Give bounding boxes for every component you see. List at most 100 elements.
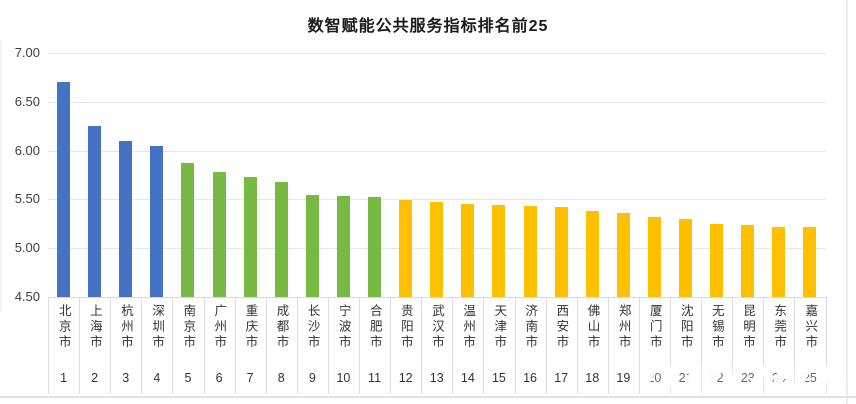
category-divider — [545, 297, 547, 394]
category-label: 武汉市 — [421, 304, 452, 360]
bar-贵阳市 — [399, 200, 413, 297]
category-divider — [265, 297, 267, 394]
category-label: 郑州市 — [608, 304, 639, 360]
rank-label: 23 — [740, 371, 755, 385]
y-axis-tick-label: 5.50 — [14, 191, 40, 207]
rank-label: 1 — [60, 371, 68, 385]
category-divider — [825, 297, 827, 394]
category-divider — [421, 297, 423, 394]
category-divider — [701, 297, 703, 394]
rank-label: 16 — [523, 371, 537, 385]
bar-上海市 — [88, 126, 102, 297]
bar-沈阳市 — [679, 218, 693, 297]
rank-label: 22 — [709, 371, 724, 385]
category-divider — [234, 297, 236, 394]
chart-title: 数智赋能公共服务指标排名前25 — [307, 18, 549, 35]
bar-温州市 — [461, 204, 475, 297]
rank-label: 21 — [678, 371, 693, 385]
category-label: 东莞市 — [763, 304, 794, 360]
gridline — [48, 150, 826, 152]
category-divider — [48, 297, 49, 394]
rank-label: 7 — [246, 371, 254, 385]
rank-label: 4 — [153, 371, 161, 385]
category-divider — [359, 297, 360, 394]
rank-label: 13 — [429, 371, 444, 385]
bar-无锡市 — [710, 223, 724, 297]
category-label: 深圳市 — [141, 304, 172, 360]
category-divider — [203, 297, 205, 394]
bar-北京市 — [57, 82, 71, 297]
category-divider — [514, 297, 516, 394]
rank-label: 2 — [91, 371, 99, 385]
gridline — [48, 101, 826, 103]
category-label: 成都市 — [266, 304, 297, 360]
category-divider — [607, 297, 609, 394]
category-label: 广州市 — [204, 304, 235, 360]
category-label: 北京市 — [48, 304, 79, 360]
category-label: 重庆市 — [235, 304, 266, 360]
rank-label: 5 — [184, 371, 192, 385]
category-label: 长沙市 — [297, 304, 328, 360]
category-label: 合肥市 — [359, 304, 390, 360]
rank-label: 12 — [398, 371, 413, 385]
category-label-text: 佛山市 — [585, 304, 600, 351]
category-label-text: 嘉兴市 — [803, 304, 818, 351]
rank-label: 10 — [336, 371, 351, 385]
bar-厦门市 — [647, 216, 661, 297]
bar-嘉兴市 — [803, 226, 817, 297]
category-label: 杭州市 — [110, 304, 141, 360]
category-divider — [141, 297, 143, 394]
y-axis-tick-label: 5.00 — [14, 240, 40, 256]
bar-西安市 — [554, 207, 568, 297]
category-label-text: 郑州市 — [616, 304, 631, 351]
category-label-text: 合肥市 — [367, 304, 382, 351]
category-label-text: 宁波市 — [336, 304, 351, 351]
rank-label: 18 — [585, 371, 600, 385]
y-axis-tick-label: 6.00 — [14, 142, 40, 158]
rank-label: 25 — [802, 371, 817, 385]
category-divider — [390, 297, 392, 394]
rank-label: 3 — [122, 371, 130, 385]
bar-杭州市 — [119, 140, 133, 297]
category-label-text: 西安市 — [554, 304, 569, 351]
category-label: 宁波市 — [328, 304, 359, 360]
gridline — [48, 199, 826, 201]
category-label: 贵阳市 — [390, 304, 421, 360]
category-label: 济南市 — [515, 304, 546, 360]
bar-广州市 — [212, 172, 226, 297]
category-label: 天津市 — [483, 304, 514, 360]
category-divider — [576, 297, 578, 394]
category-label-text: 温州市 — [461, 304, 476, 351]
rank-label: 15 — [491, 371, 506, 385]
category-label: 沈阳市 — [670, 304, 701, 360]
rank-label: 14 — [460, 371, 475, 385]
category-divider — [483, 297, 485, 394]
category-divider — [110, 297, 112, 394]
bar-昆明市 — [741, 224, 755, 297]
chart-bottom-border — [0, 396, 856, 398]
category-label: 佛山市 — [577, 304, 608, 360]
category-label-text: 济南市 — [523, 304, 538, 351]
category-label: 厦门市 — [639, 304, 670, 360]
bar-重庆市 — [243, 176, 257, 297]
bar-天津市 — [492, 205, 506, 297]
category-label: 南京市 — [172, 304, 203, 360]
category-label: 上海市 — [79, 304, 110, 360]
category-label-text: 深圳市 — [150, 304, 165, 351]
category-label: 温州市 — [452, 304, 483, 360]
category-label-text: 成都市 — [274, 304, 289, 351]
rank-label: 17 — [554, 371, 569, 385]
category-label: 嘉兴市 — [794, 304, 825, 360]
category-label-text: 杭州市 — [118, 304, 133, 351]
category-label-text: 沈阳市 — [678, 304, 693, 351]
category-label-text: 贵阳市 — [398, 304, 413, 351]
bar-武汉市 — [430, 202, 444, 297]
category-divider — [452, 297, 454, 394]
category-label-text: 武汉市 — [429, 304, 444, 351]
category-divider — [670, 297, 671, 394]
bar-济南市 — [523, 206, 537, 297]
category-label-text: 无锡市 — [709, 304, 724, 351]
chart-left-border — [0, 40, 2, 312]
category-label-text: 北京市 — [56, 304, 71, 351]
category-label-text: 南京市 — [181, 304, 196, 351]
